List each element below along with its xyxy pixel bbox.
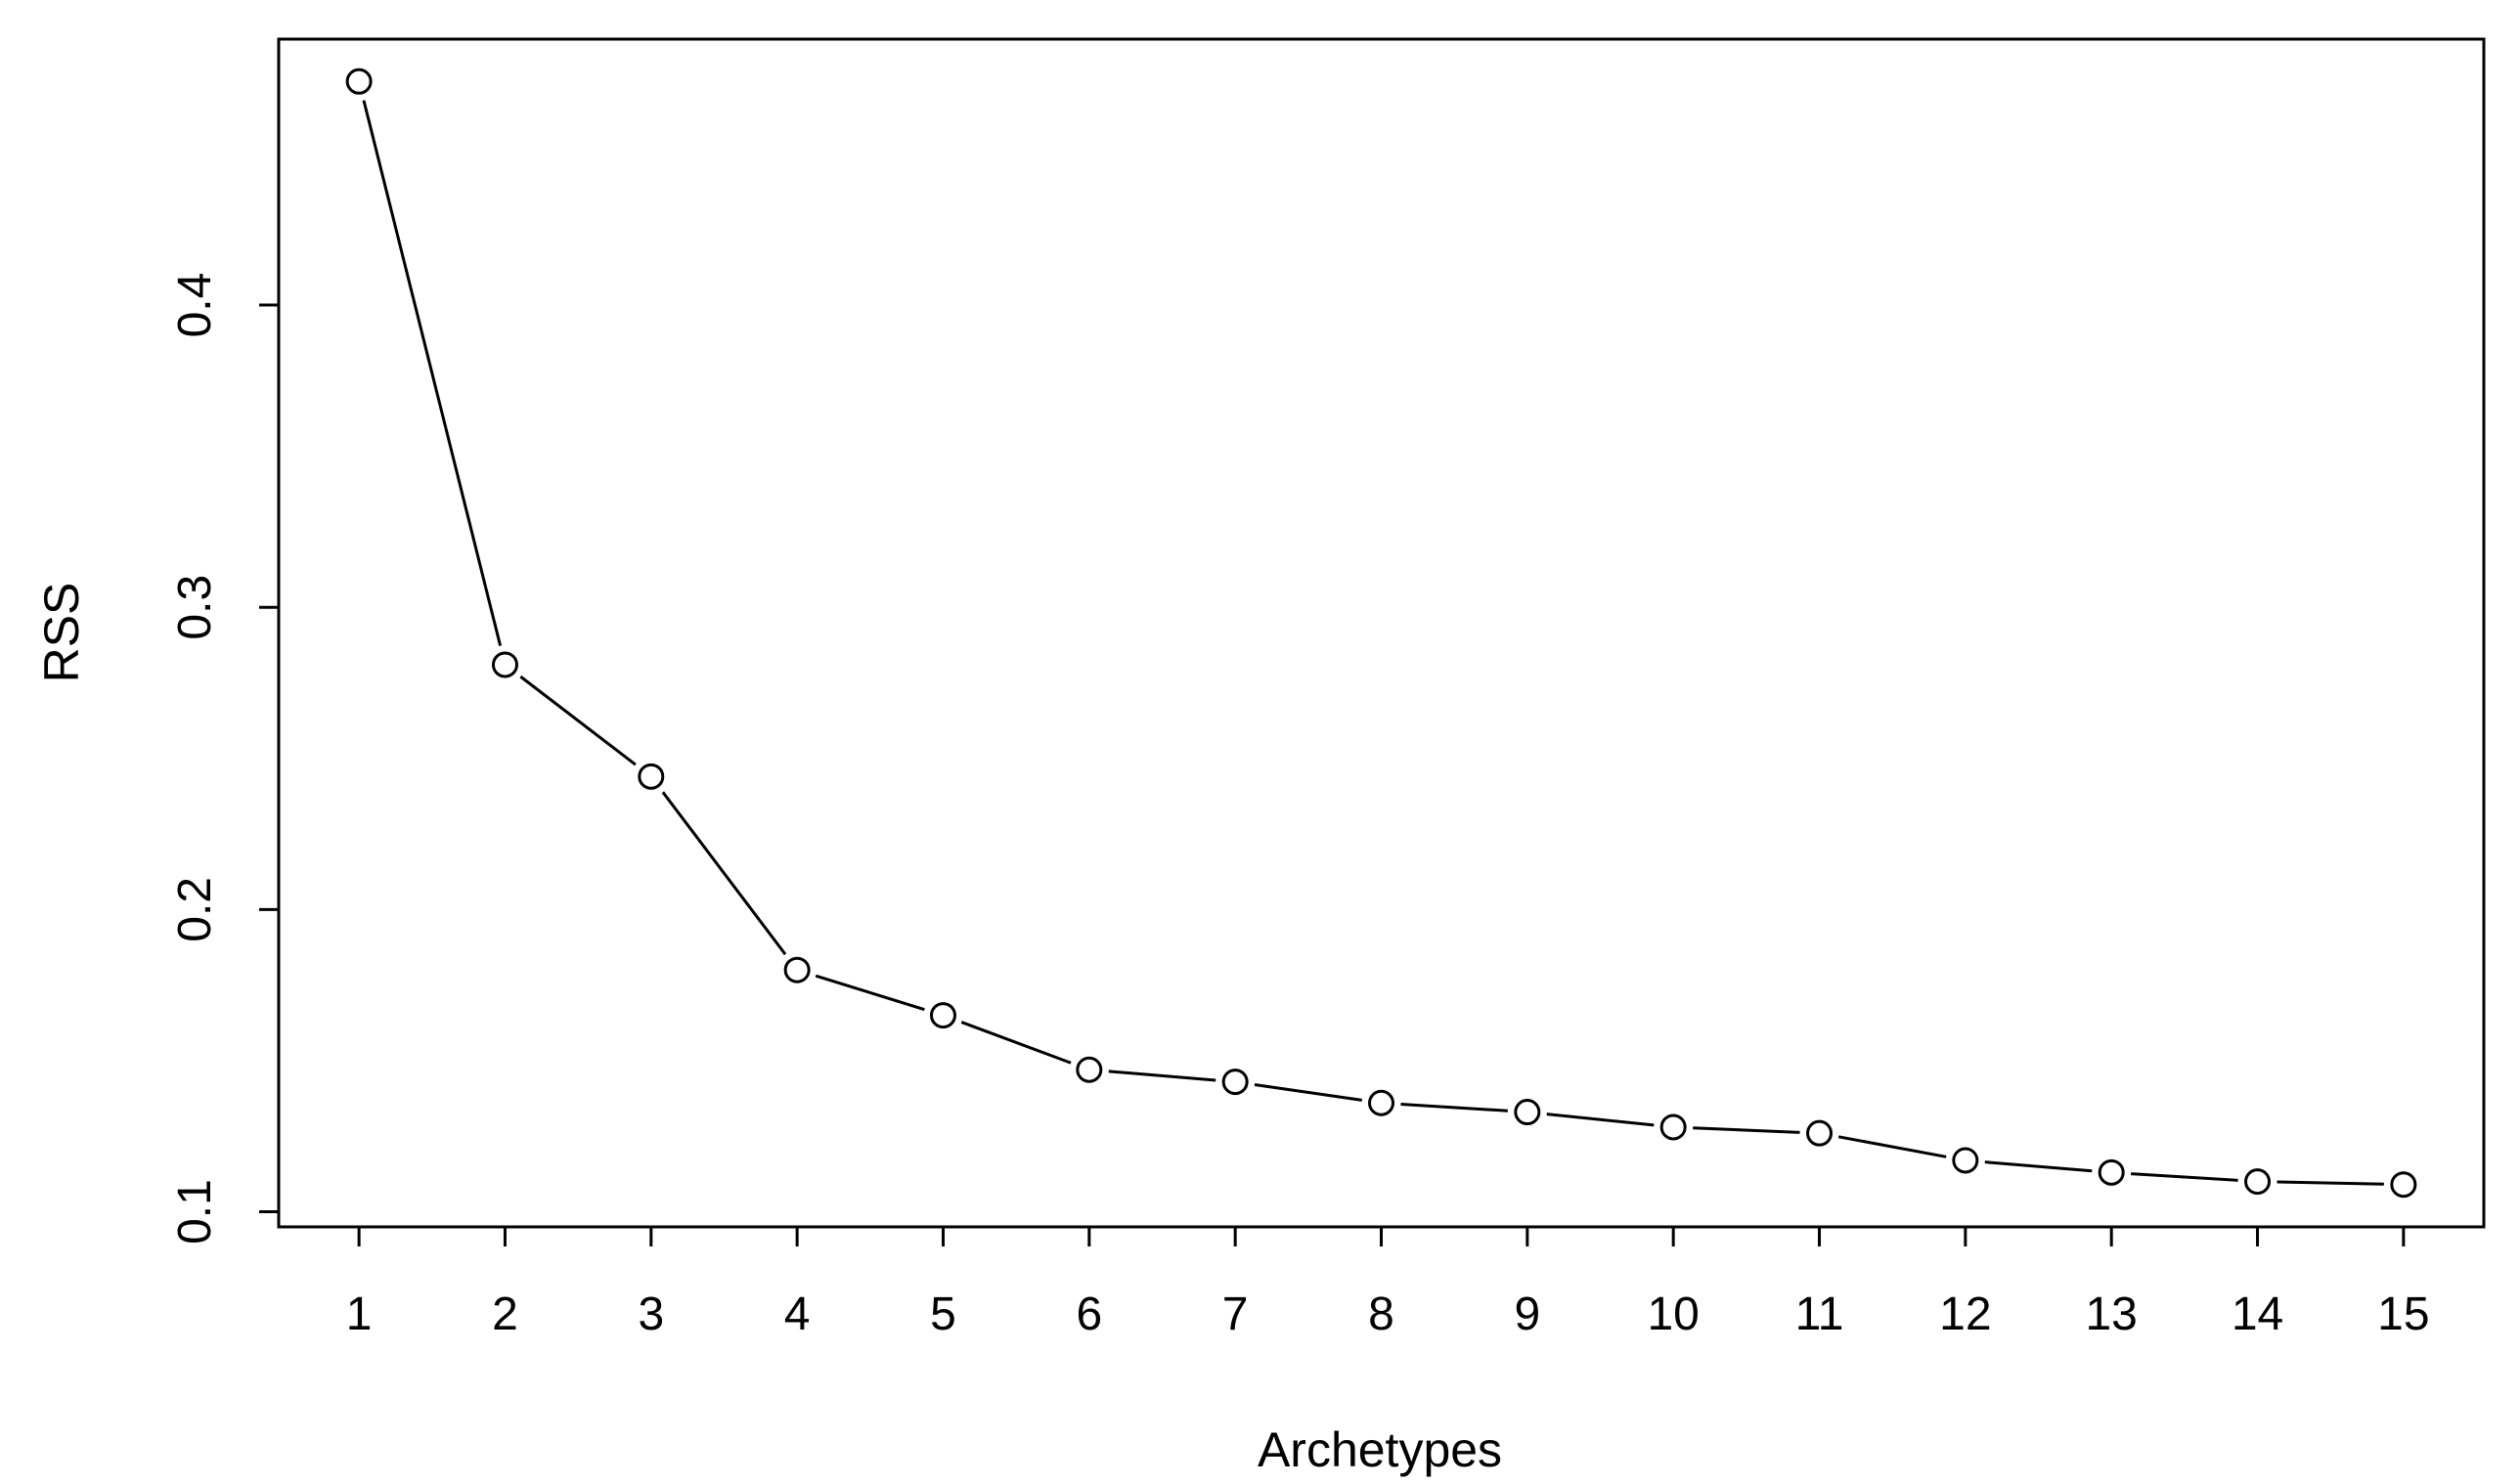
y-tick-label: 0.2	[169, 877, 221, 942]
series-line-segment	[1108, 1069, 1216, 1082]
data-point	[929, 1002, 956, 1029]
series-line-segment	[1254, 1082, 1362, 1102]
data-point	[2098, 1158, 2125, 1186]
x-tick-label: 5	[930, 1288, 956, 1340]
x-tick-label: 12	[1939, 1288, 1991, 1340]
series-line-segment	[1984, 1160, 2093, 1173]
data-point	[2390, 1171, 2417, 1199]
data-point	[491, 651, 518, 678]
x-axis-label: Archetypes	[1258, 1422, 1502, 1477]
x-tick-label: 7	[1222, 1288, 1249, 1340]
series-line-segment	[2131, 1172, 2238, 1182]
series-line-segment	[661, 791, 787, 956]
series-line-segment	[1400, 1102, 1508, 1113]
x-tick-label: 11	[1795, 1288, 1844, 1340]
series-line-segment	[2277, 1180, 2384, 1186]
data-point	[783, 956, 811, 983]
x-tick-label: 15	[2377, 1288, 2429, 1340]
series-line-segment	[1693, 1126, 1800, 1134]
series-line-segment	[519, 675, 637, 766]
x-tick-label: 8	[1368, 1288, 1394, 1340]
data-point	[345, 67, 373, 95]
y-axis: 0.1 0.2 0.3 0.4	[169, 273, 281, 1244]
data-point	[2244, 1168, 2272, 1196]
data-point	[1368, 1089, 1394, 1116]
series-rss	[345, 67, 2417, 1199]
data-point	[1514, 1099, 1541, 1126]
y-tick-label: 0.4	[169, 273, 221, 338]
series-line-segment	[1837, 1135, 1947, 1158]
x-tick-label: 2	[492, 1288, 518, 1340]
data-point	[638, 763, 665, 790]
x-tick-label: 9	[1514, 1288, 1540, 1340]
x-tick-label: 14	[2232, 1288, 2283, 1340]
data-point	[1221, 1069, 1249, 1096]
x-tick-label: 1	[346, 1288, 373, 1340]
y-tick-label: 0.3	[169, 575, 221, 640]
x-axis: 1 2 3 4 5 6 7 8 9 10 11 12 13 14 15	[346, 1225, 2430, 1340]
plot-frame	[277, 37, 2486, 1229]
x-tick-label: 13	[2085, 1288, 2137, 1340]
data-point	[1659, 1113, 1687, 1141]
data-point	[1076, 1056, 1103, 1083]
x-tick-label: 6	[1076, 1288, 1102, 1340]
x-tick-label: 4	[784, 1288, 811, 1340]
series-line-segment	[1546, 1113, 1655, 1127]
series-line-segment	[362, 100, 503, 646]
data-point	[1806, 1119, 1834, 1147]
y-axis-label: RSS	[34, 583, 89, 683]
y-tick-label: 0.1	[169, 1179, 221, 1244]
x-tick-label: 10	[1647, 1288, 1699, 1340]
x-tick-label: 3	[638, 1288, 664, 1340]
series-line-segment	[960, 1021, 1072, 1065]
series-line-segment	[815, 974, 925, 1012]
data-point	[1952, 1147, 1979, 1174]
